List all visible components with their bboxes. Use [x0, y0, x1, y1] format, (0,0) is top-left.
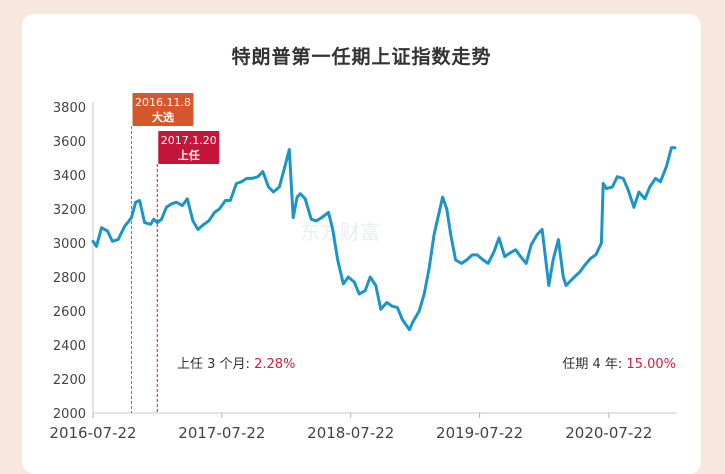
- return-note-value: 2.28%: [254, 357, 295, 372]
- chart-title: 特朗普第一任期上证指数走势: [231, 46, 492, 68]
- x-tick-label: 2020-07-22: [565, 424, 652, 442]
- y-tick-label: 3800: [53, 101, 86, 116]
- y-tick-label: 2200: [53, 373, 86, 388]
- return-note-value: 15.00%: [626, 357, 676, 372]
- x-tick-label: 2017-07-22: [178, 424, 265, 442]
- chart-card: 特朗普第一任期上证指数走势 东方财富 2000 2200 2400 2600 2800 30…: [22, 14, 701, 474]
- return-note-label: 上任 3 个月:: [177, 357, 254, 372]
- return-note-label: 任期 4 年:: [562, 357, 626, 372]
- return-note: 上任 3 个月: 2.28%: [177, 357, 295, 372]
- event-flag-date: 2017.1.20: [161, 134, 217, 147]
- x-tick-label: 2018-07-22: [307, 424, 394, 442]
- chart-svg: 东方财富 2000 2200 2400 2600 2800 3000 3200 3400 3600…: [49, 93, 677, 442]
- event-flag: [132, 93, 194, 126]
- y-tick-label: 3600: [53, 135, 86, 150]
- watermark: 东方财富: [300, 220, 380, 244]
- series-line: [91, 146, 677, 332]
- y-tick-label: 2400: [53, 339, 86, 354]
- event-flag-label: 大选: [152, 110, 174, 124]
- y-tick-label: 2600: [53, 305, 86, 320]
- x-tick-label: 2019-07-22: [436, 424, 523, 442]
- y-tick-label: 3000: [53, 237, 86, 252]
- event-flag-label: 上任: [178, 148, 200, 162]
- x-tick-label: 2016-07-22: [49, 424, 136, 442]
- event-flag-date: 2016.11.8: [135, 96, 191, 109]
- y-tick-label: 3200: [53, 203, 86, 218]
- y-tick-label: 2000: [53, 407, 86, 422]
- return-note: 任期 4 年: 15.00%: [562, 357, 676, 372]
- y-tick-label: 3400: [53, 169, 86, 184]
- y-tick-label: 2800: [53, 271, 86, 286]
- event-flag: [158, 131, 220, 164]
